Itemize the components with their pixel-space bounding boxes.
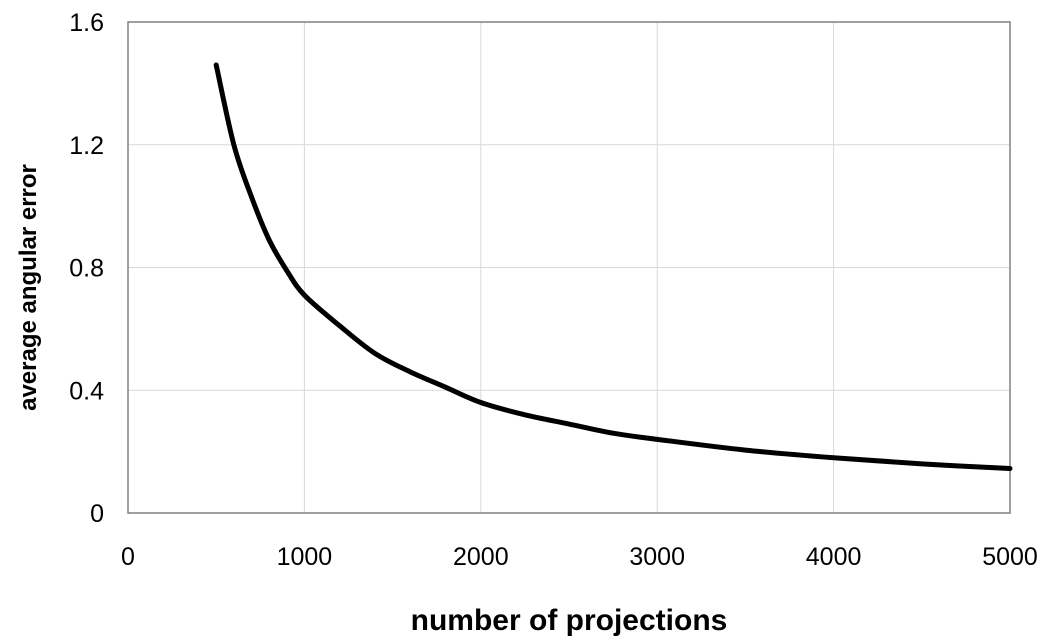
y-tick-label: 1.2 [69,132,104,160]
series-layer [216,65,1010,469]
x-tick-label: 3000 [629,543,685,571]
x-axis-title: number of projections [411,604,728,637]
y-axis-ticks: 0 0.4 0.8 1.2 1.6 [69,9,104,528]
x-tick-label: 4000 [806,543,862,571]
x-tick-label: 0 [121,543,135,571]
y-tick-label: 0 [90,500,104,528]
y-tick-label: 0.8 [69,255,104,283]
y-tick-label: 0.4 [69,377,104,405]
x-tick-label: 2000 [453,543,509,571]
y-tick-label: 1.6 [69,9,104,37]
x-axis-ticks: 0 1000 2000 3000 4000 5000 [121,543,1038,571]
grid [128,22,1010,513]
x-tick-label: 5000 [982,543,1038,571]
series-line [216,65,1010,469]
y-axis-title: average angular error [15,164,42,411]
x-tick-label: 1000 [277,543,333,571]
